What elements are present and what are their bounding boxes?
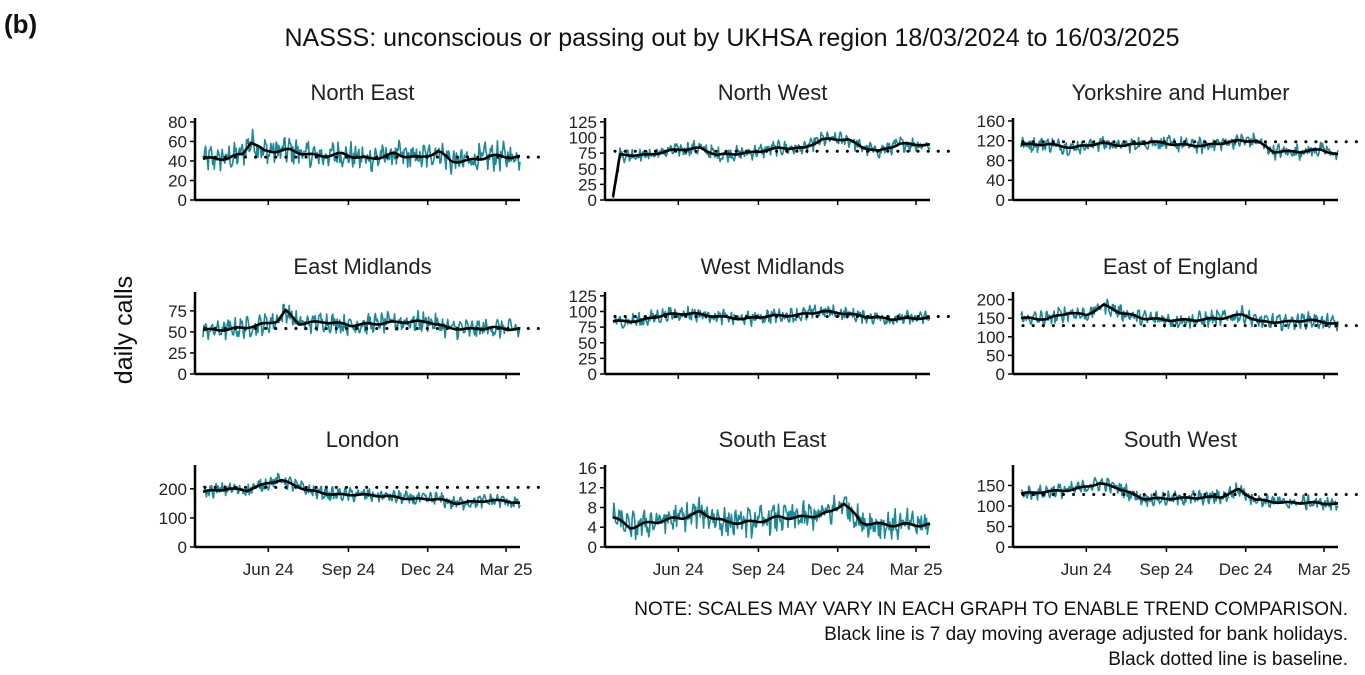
panel-title: East Midlands xyxy=(293,254,431,279)
y-tick-label: 75 xyxy=(578,144,597,163)
y-tick-label: 100 xyxy=(569,303,597,322)
y-tick-label: 0 xyxy=(996,365,1005,384)
y-tick-label: 75 xyxy=(168,302,187,321)
x-tick-label: Jun 24 xyxy=(1061,560,1112,579)
x-tick-label: Mar 25 xyxy=(1298,560,1351,579)
y-tick-label: 120 xyxy=(977,132,1005,151)
y-tick-label: 8 xyxy=(588,498,597,517)
moving-average-line xyxy=(1020,482,1339,506)
y-tick-label: 20 xyxy=(168,171,187,190)
y-tick-label: 16 xyxy=(578,459,597,478)
panel-east-midlands: East Midlands 0 25 50 75 xyxy=(168,254,544,384)
panel-london: London 0 100 200 Jun 24 Sep 24 Dec 24 Mar 25 xyxy=(159,427,544,579)
panel-title: West Midlands xyxy=(701,254,845,279)
y-tick-label: 0 xyxy=(588,538,597,557)
x-tick-label: Sep 24 xyxy=(731,560,785,579)
y-tick-label: 12 xyxy=(578,479,597,498)
moving-average-line xyxy=(612,502,931,530)
y-tick-label: 150 xyxy=(977,476,1005,495)
y-tick-label: 50 xyxy=(168,323,187,342)
y-tick-label: 0 xyxy=(588,191,597,210)
x-tick-label: Mar 25 xyxy=(480,560,533,579)
y-tick-label: 100 xyxy=(977,497,1005,516)
y-tick-label: 0 xyxy=(996,538,1005,557)
y-tick-label: 40 xyxy=(168,152,187,171)
y-tick-label: 50 xyxy=(986,346,1005,365)
y-tick-label: 100 xyxy=(977,328,1005,347)
y-tick-label: 0 xyxy=(996,191,1005,210)
x-tick-label: Jun 24 xyxy=(653,560,704,579)
daily-calls-series xyxy=(612,131,931,200)
moving-average-line xyxy=(1020,138,1339,156)
y-tick-label: 80 xyxy=(168,113,187,132)
x-tick-label: Sep 24 xyxy=(321,560,375,579)
y-tick-label: 200 xyxy=(159,480,187,499)
x-tick-label: Dec 24 xyxy=(811,560,865,579)
figure-title: NASSS: unconscious or passing out by UKH… xyxy=(284,24,1179,52)
daily-calls-series xyxy=(202,303,521,341)
y-tick-label: 80 xyxy=(986,151,1005,170)
y-tick-label: 125 xyxy=(569,113,597,132)
x-tick-label: Sep 24 xyxy=(1139,560,1193,579)
y-tick-label: 50 xyxy=(986,517,1005,536)
moving-average-line xyxy=(202,141,521,164)
y-tick-label: 50 xyxy=(578,160,597,179)
daily-calls-series xyxy=(1020,298,1339,332)
y-tick-label: 150 xyxy=(977,309,1005,328)
panel-title: North West xyxy=(718,80,828,105)
x-tick-label: Dec 24 xyxy=(401,560,455,579)
y-tick-label: 60 xyxy=(168,132,187,151)
daily-calls-series xyxy=(1020,476,1339,511)
y-tick-label: 75 xyxy=(578,318,597,337)
panel-title: East of England xyxy=(1103,254,1258,279)
y-tick-label: 100 xyxy=(569,129,597,148)
daily-calls-series xyxy=(202,128,521,175)
y-tick-label: 25 xyxy=(578,349,597,368)
y-tick-label: 0 xyxy=(588,365,597,384)
y-tick-label: 40 xyxy=(986,171,1005,190)
y-tick-label: 50 xyxy=(578,334,597,353)
y-tick-label: 25 xyxy=(168,344,187,363)
y-tick-label: 0 xyxy=(178,365,187,384)
x-tick-label: Dec 24 xyxy=(1219,560,1273,579)
panel-title: South West xyxy=(1124,427,1237,452)
x-tick-label: Mar 25 xyxy=(890,560,943,579)
y-tick-label: 160 xyxy=(977,112,1005,131)
y-axis-label: daily calls xyxy=(110,276,138,384)
panel-title: Yorkshire and Humber xyxy=(1071,80,1289,105)
y-tick-label: 100 xyxy=(159,509,187,528)
note-baseline: Black dotted line is baseline. xyxy=(1108,649,1348,670)
panel-title: North East xyxy=(311,80,415,105)
y-tick-label: 0 xyxy=(178,191,187,210)
y-tick-label: 200 xyxy=(977,291,1005,310)
y-tick-label: 25 xyxy=(578,175,597,194)
y-tick-label: 125 xyxy=(569,287,597,306)
moving-average-line xyxy=(1020,303,1339,325)
y-tick-label: 4 xyxy=(588,518,597,537)
panel-title: London xyxy=(326,427,399,452)
x-tick-label: Jun 24 xyxy=(243,560,294,579)
note-scales: NOTE: SCALES MAY VARY IN EACH GRAPH TO E… xyxy=(634,599,1348,620)
panel-label: (b) xyxy=(4,9,37,39)
note-moving-average: Black line is 7 day moving average adjus… xyxy=(824,624,1348,645)
panel-title: South East xyxy=(719,427,827,452)
daily-calls-series xyxy=(202,472,521,511)
y-tick-label: 0 xyxy=(178,538,187,557)
